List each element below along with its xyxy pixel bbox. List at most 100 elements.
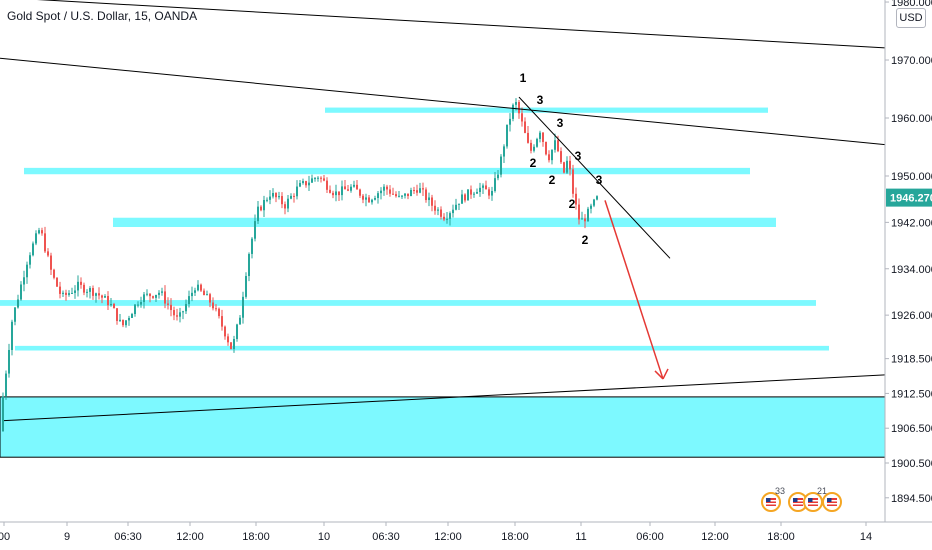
candle-body [131,314,133,318]
candle-body [323,178,325,181]
candle-body [218,308,220,317]
candle-body [461,194,463,204]
candle-body [185,304,187,312]
candle-body [257,206,259,222]
candle-body [452,209,454,214]
candle-body [269,196,271,200]
candle-body [188,296,190,305]
us-flag-icon[interactable] [822,492,842,512]
flag-canton [827,498,832,502]
candle-body [125,320,127,326]
candle-body [53,269,55,278]
flag-canton [766,498,771,502]
candle-body [362,195,364,200]
candle-body [410,190,412,197]
candle-body [485,185,487,190]
candle-body [539,132,541,139]
candle-body [14,307,16,322]
candle-body [275,193,277,198]
candle-body [425,189,427,201]
candle-body [440,209,442,217]
candle-body [548,154,550,161]
candle-body [35,233,37,244]
candle-body [173,310,175,316]
candle-body [479,187,481,193]
candle-body [416,190,418,193]
candle-body [494,178,496,191]
candle-body [59,286,61,294]
y-tick-label: 1942.000 [891,217,932,229]
us-flag-icon[interactable]: 33 [761,486,785,512]
x-tick-label: 06:30 [372,531,400,543]
y-tick-label: 1960.000 [891,113,932,125]
currency-selector[interactable]: USD [896,8,926,28]
candle-body [296,186,298,197]
candle-body [176,315,178,317]
candle-body [359,189,361,196]
candle-body [320,177,322,179]
ascending-support-trendline [3,374,886,422]
candle-body [137,304,139,306]
candle-body [98,293,100,296]
candle-body [206,294,208,296]
candle-body [5,373,7,397]
candle-body [413,190,415,192]
symbol-title: Gold Spot / U.S. Dollar, 15, OANDA [7,9,198,23]
candle-body [422,188,424,190]
candle-body [458,203,460,205]
candle-body [332,192,334,196]
y-tick-label: 1894.500 [891,493,932,505]
candle-body [386,186,388,190]
candle-body [8,349,10,374]
candle-body [26,264,28,278]
candle-body [482,185,484,188]
candle-body [527,132,529,143]
candle-body [566,160,568,173]
candle-body [215,308,217,310]
candle-body [347,189,349,191]
candle-body [308,182,310,186]
candle-body [44,233,46,252]
candle-body [329,189,331,193]
candle-body [104,296,106,298]
candle-body [167,303,169,305]
candle-body [314,178,316,180]
candle-body [260,206,262,211]
x-tick-label: 12:00 [176,531,204,543]
candle-body [155,294,157,298]
x-tick-label: 12:00 [434,531,462,543]
candle-body [65,292,67,295]
flag-stripes [827,498,837,506]
candle-body [398,195,400,197]
candle-body [404,193,406,196]
candle-body [356,184,358,190]
candle-body [536,138,538,147]
candle-body [164,291,166,304]
projection-arrowhead [654,368,669,380]
candle-body [341,186,343,196]
support-resistance-zone [325,107,768,113]
candle-body [521,113,523,122]
candle-body [455,204,457,210]
candle-body [560,151,562,163]
flag-stripe-white [808,500,818,502]
y-tick-label: 1970.000 [891,55,932,67]
us-flag-icon[interactable]: 21 [803,486,827,512]
y-tick-label: 1980.000 [891,0,932,9]
candle-body [107,296,109,306]
candle-body [71,292,73,294]
support-resistance-zone [113,217,776,228]
x-tick-label: 10 [318,531,330,543]
y-tick-label: 1912.500 [891,388,932,400]
wave-label: 2 [549,173,556,187]
support-resistance-zone [0,396,886,458]
candle-body [74,290,76,293]
flag-stripes [793,498,803,506]
support-resistance-zone [15,345,829,351]
candle-body [593,199,595,206]
projection-arrow-line [604,200,664,380]
candle-body [221,316,223,327]
y-tick-label: 1934.000 [891,264,932,276]
candle-body [305,181,307,186]
